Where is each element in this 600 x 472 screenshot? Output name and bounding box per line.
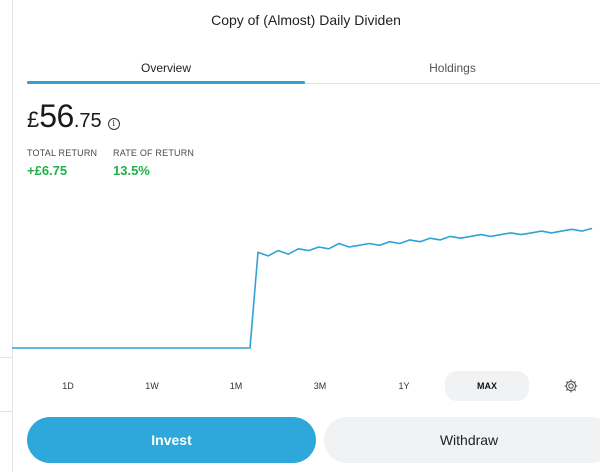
info-icon[interactable]: i [107, 118, 120, 130]
period-1w[interactable]: 1W [145, 381, 159, 391]
value-major: 56 [39, 98, 74, 134]
page-title: Copy of (Almost) Daily Dividen [211, 12, 401, 28]
total-return-label: TOTAL RETURN [27, 148, 98, 158]
period-1d[interactable]: 1D [62, 381, 74, 391]
total-return-value: +£6.75 [27, 163, 68, 178]
currency-symbol: £ [27, 107, 40, 132]
left-divider-tick [0, 357, 12, 358]
tab-holdings[interactable]: Holdings [429, 60, 476, 75]
active-tab-indicator [27, 81, 305, 84]
gear-icon[interactable] [563, 378, 579, 394]
period-1m[interactable]: 1M [229, 381, 243, 391]
period-selector: 1D 1W 1M 3M 1Y MAX [27, 371, 600, 401]
performance-chart[interactable] [12, 200, 600, 360]
tab-bar: Overview Holdings [27, 52, 600, 84]
period-max[interactable]: MAX [445, 371, 529, 401]
period-1y[interactable]: 1Y [398, 381, 410, 391]
period-3m[interactable]: 3M [313, 381, 327, 391]
value-minor: .75 [73, 110, 102, 132]
tab-overview[interactable]: Overview [140, 60, 191, 75]
invest-button[interactable]: Invest [27, 417, 316, 463]
left-divider-tick [0, 411, 12, 412]
portfolio-value: £ 56 .75 i [27, 98, 120, 135]
withdraw-button[interactable]: Withdraw [324, 417, 600, 463]
left-divider [12, 0, 13, 472]
rate-of-return-value: 13.5% [113, 163, 150, 178]
chart-series-line [12, 227, 593, 349]
rate-of-return-label: RATE OF RETURN [113, 148, 195, 158]
